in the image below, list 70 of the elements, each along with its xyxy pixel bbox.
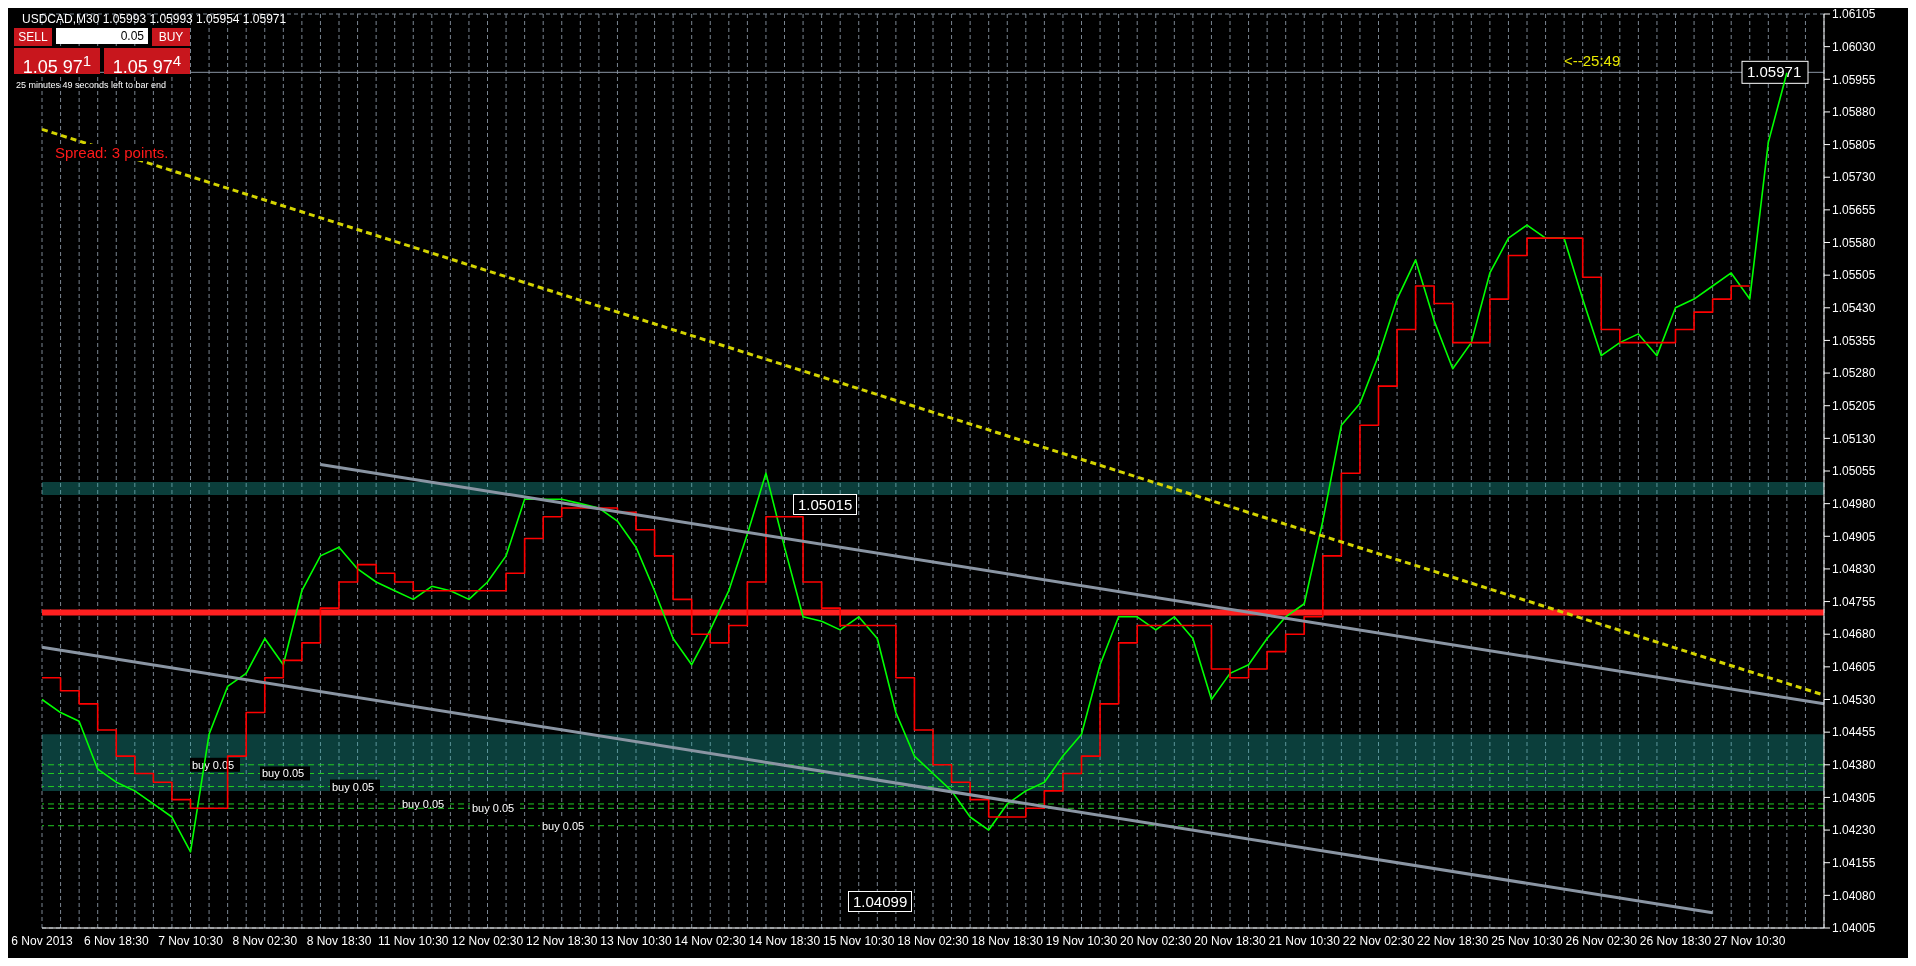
x-tick-label: 11 Nov 10:30 — [378, 933, 449, 948]
ref-line-label: buy 0.05 — [332, 780, 375, 793]
x-tick-label: 12 Nov 18:30 — [526, 933, 598, 948]
y-tick-label: 1.06030 — [1832, 39, 1876, 54]
x-tick-label: 14 Nov 18:30 — [748, 933, 821, 948]
y-tick-label: 1.04980 — [1832, 496, 1876, 511]
annotation: Spread: 3 points. — [52, 144, 172, 161]
x-tick-label: 22 Nov 02:30 — [1342, 933, 1415, 948]
annotation: 0.05 — [56, 28, 148, 44]
x-tick-label: 20 Nov 18:30 — [1194, 933, 1267, 948]
y-tick-label: 1.04830 — [1832, 562, 1876, 577]
annotation: 1.04099 — [848, 891, 913, 912]
x-tick-label: 12 Nov 02:30 — [451, 933, 524, 948]
ref-line-label: 1.05971 — [1747, 63, 1802, 81]
y-tick-label: 1.05280 — [1832, 366, 1876, 381]
chart-title: USDCAD,M30 1.05993 1.05993 1.05954 1.05971 — [22, 12, 287, 26]
x-tick-label: 14 Nov 02:30 — [674, 933, 747, 948]
y-tick-label: 1.06105 — [1832, 7, 1876, 22]
annotation: 1.05 97$^{1}$ — [14, 48, 100, 77]
y-tick-label: 1.04155 — [1832, 855, 1876, 870]
annotation: 1.05 97$^{4}$ — [104, 48, 190, 77]
y-tick-label: 1.04455 — [1832, 725, 1876, 740]
y-tick-label: 1.04530 — [1832, 692, 1876, 707]
y-tick-label: 1.05655 — [1832, 203, 1876, 218]
y-tick-label: 1.05955 — [1832, 72, 1876, 87]
annotation: 1.05015 — [793, 494, 858, 515]
x-tick-label: 6 Nov 18:30 — [83, 933, 149, 948]
x-tick-label: 26 Nov 02:30 — [1565, 933, 1638, 948]
y-tick-label: 1.05430 — [1832, 301, 1876, 316]
y-tick-label: 1.05130 — [1832, 431, 1876, 446]
annotation: SELL — [14, 28, 52, 46]
x-tick-label: 8 Nov 18:30 — [306, 933, 372, 948]
x-tick-label: 22 Nov 18:30 — [1417, 933, 1489, 948]
annotation: <--25:49 — [1564, 52, 1621, 69]
x-tick-label: 19 Nov 10:30 — [1045, 933, 1118, 948]
y-tick-label: 1.04005 — [1832, 921, 1876, 936]
ref-line-label: buy 0.05 — [262, 767, 305, 780]
y-tick-label: 1.04230 — [1832, 823, 1876, 838]
ref-line-label: buy 0.05 — [402, 797, 445, 810]
x-tick-label: 18 Nov 18:30 — [971, 933, 1044, 948]
ref-line-label: buy 0.05 — [472, 802, 515, 815]
y-tick-label: 1.04305 — [1832, 790, 1876, 805]
x-tick-label: 15 Nov 10:30 — [823, 933, 895, 948]
x-tick-label: 8 Nov 02:30 — [232, 933, 298, 948]
y-tick-label: 1.04905 — [1832, 529, 1876, 544]
annotation: BUY — [152, 28, 190, 46]
x-tick-label: 13 Nov 10:30 — [600, 933, 673, 948]
y-tick-label: 1.05880 — [1832, 105, 1876, 120]
annotation: 25 minutes 49 seconds left to bar end — [16, 80, 167, 90]
x-tick-label: 21 Nov 10:30 — [1268, 933, 1341, 948]
y-tick-label: 1.04680 — [1832, 627, 1876, 642]
ref-line-label: buy 0.05 — [542, 819, 585, 832]
y-tick-label: 1.05505 — [1832, 268, 1876, 283]
y-tick-label: 1.04380 — [1832, 758, 1876, 773]
x-tick-label: 26 Nov 18:30 — [1639, 933, 1712, 948]
y-tick-label: 1.04080 — [1832, 888, 1876, 903]
x-tick-label: 18 Nov 02:30 — [897, 933, 970, 948]
x-tick-label: 20 Nov 02:30 — [1120, 933, 1192, 948]
x-tick-label: 27 Nov 10:30 — [1714, 933, 1786, 948]
x-tick-label: 6 Nov 2013 — [11, 933, 74, 948]
y-tick-label: 1.05805 — [1832, 137, 1876, 152]
y-tick-label: 1.04755 — [1832, 594, 1876, 609]
y-tick-label: 1.04605 — [1832, 660, 1876, 675]
y-tick-label: 1.05055 — [1832, 464, 1876, 479]
y-tick-label: 1.05205 — [1832, 398, 1876, 413]
y-tick-label: 1.05580 — [1832, 235, 1876, 250]
y-tick-label: 1.05355 — [1832, 333, 1876, 348]
y-tick-label: 1.05730 — [1832, 170, 1876, 185]
x-tick-label: 25 Nov 10:30 — [1491, 933, 1564, 948]
x-tick-label: 7 Nov 10:30 — [158, 933, 224, 948]
